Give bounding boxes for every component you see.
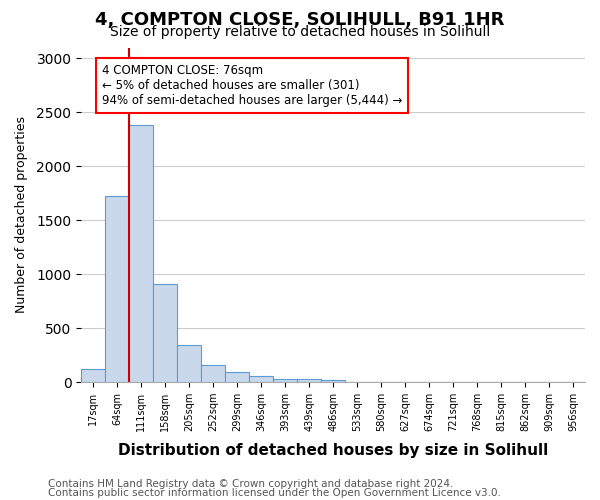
Text: Size of property relative to detached houses in Solihull: Size of property relative to detached ho… (110, 25, 490, 39)
Bar (249, 376, 273, 382)
Bar (297, 380, 321, 382)
Text: Contains public sector information licensed under the Open Government Licence v3: Contains public sector information licen… (48, 488, 501, 498)
Text: Contains HM Land Registry data © Crown copyright and database right 2024.: Contains HM Land Registry data © Crown c… (48, 479, 454, 489)
Bar (201, 366, 225, 382)
Text: 4 COMPTON CLOSE: 76sqm
← 5% of detached houses are smaller (301)
94% of semi-det: 4 COMPTON CLOSE: 76sqm ← 5% of detached … (101, 64, 402, 106)
Bar (177, 345, 201, 382)
Bar (225, 372, 249, 382)
X-axis label: Distribution of detached houses by size in Solihull: Distribution of detached houses by size … (118, 442, 548, 458)
Text: 4, COMPTON CLOSE, SOLIHULL, B91 1HR: 4, COMPTON CLOSE, SOLIHULL, B91 1HR (95, 11, 505, 29)
Bar (321, 380, 345, 382)
Bar (81, 369, 105, 382)
Bar (273, 379, 297, 382)
Bar (105, 196, 129, 382)
Bar (153, 284, 177, 382)
Bar (129, 125, 153, 382)
Y-axis label: Number of detached properties: Number of detached properties (15, 116, 28, 314)
